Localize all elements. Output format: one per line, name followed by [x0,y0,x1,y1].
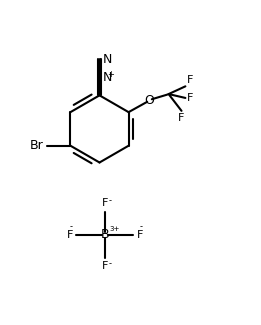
Text: F: F [178,113,185,123]
Text: +: + [107,70,114,79]
Text: F: F [137,230,143,240]
Text: N: N [103,71,112,84]
Text: -: - [108,196,111,205]
Text: F: F [102,199,108,208]
Text: -: - [70,222,73,231]
Text: B: B [100,228,109,241]
Text: F: F [187,93,193,103]
Text: Br: Br [30,139,44,152]
Text: -: - [108,259,111,268]
Text: N: N [103,53,112,66]
Text: F: F [102,261,108,271]
Text: F: F [187,75,193,85]
Text: 3+: 3+ [109,226,120,232]
Text: F: F [67,230,73,240]
Text: O: O [144,94,154,107]
Text: -: - [140,222,143,231]
